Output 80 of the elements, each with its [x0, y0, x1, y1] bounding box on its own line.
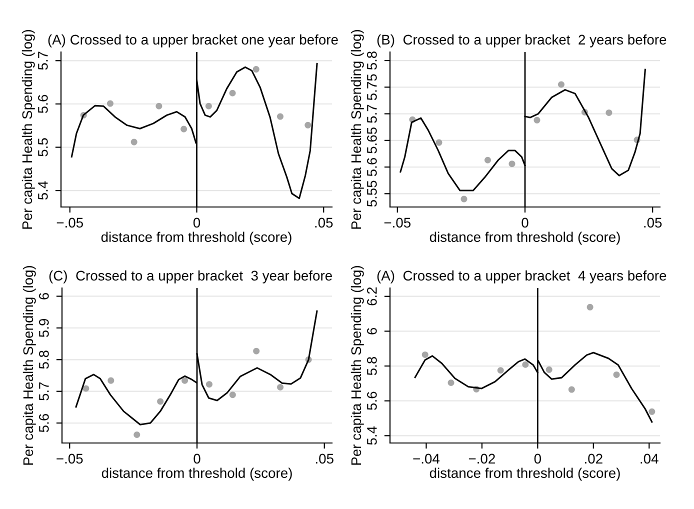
x-tick-label: 0 [534, 454, 541, 464]
chart-title: (A) Crossed to a upper bracket 4 years before [377, 270, 666, 284]
point [252, 66, 260, 73]
x-tick-label: −.05 [384, 218, 411, 228]
point [436, 139, 442, 146]
y-tick-label: 6.2 [367, 287, 377, 306]
point [648, 408, 656, 415]
x-tick-label: 0 [194, 454, 200, 464]
point [448, 379, 454, 386]
point [613, 371, 620, 378]
x-tick-label: −.05 [56, 218, 84, 228]
point [422, 351, 428, 358]
point [304, 122, 312, 128]
y-tick-label: 5.5 [38, 138, 48, 156]
x-axis-title: distance from threshold (score) [101, 232, 292, 245]
x-tick-label: .04 [640, 454, 658, 464]
y-tick-label: 5.8 [39, 350, 49, 369]
y-tick-label: 5.7 [39, 382, 49, 400]
y-tick-label: 5.8 [367, 51, 377, 70]
point [205, 102, 212, 110]
point [546, 366, 552, 373]
point [157, 398, 164, 405]
y-tick-label: 5.9 [39, 318, 49, 338]
x-tick-label: 0 [193, 218, 200, 228]
point [558, 81, 564, 88]
point [134, 432, 140, 438]
x-tick-label: .05 [315, 218, 333, 228]
y-tick-label: 5.75 [367, 74, 377, 100]
x-tick-label: .02 [585, 454, 602, 464]
point [130, 138, 138, 146]
x-axis-title: distance from threshold (score) [430, 468, 620, 481]
point [508, 160, 516, 168]
point [568, 386, 575, 393]
point [253, 348, 260, 354]
x-tick-label: .05 [316, 454, 334, 464]
x-tick-label: .05 [644, 218, 662, 228]
y-tick-label: 5.6 [39, 414, 49, 432]
y-tick-label: 5.65 [367, 127, 377, 154]
point [586, 304, 594, 310]
chart-title: (A) Crossed to a upper bracket one year before [48, 34, 338, 48]
x-tick-label: −.04 [413, 454, 440, 464]
point [276, 113, 284, 120]
x-axis-title: distance from threshold (score) [430, 232, 620, 245]
x-tick-label: −.05 [56, 454, 83, 464]
point [497, 367, 504, 374]
y-axis-title: Per capita Health Spending (log) [22, 266, 36, 465]
x-tick-label: −.02 [468, 454, 495, 464]
point [484, 156, 491, 164]
y-axis-title: Per capita Health Spending (log) [350, 266, 364, 465]
x-axis-title: distance from threshold (score) [102, 468, 292, 481]
y-axis-title: Per capita Health Spending (log) [350, 30, 364, 229]
point [206, 381, 212, 388]
point [229, 90, 236, 96]
point [534, 116, 540, 124]
y-tick-label: 5.6 [367, 392, 377, 410]
point [460, 196, 468, 202]
point [606, 109, 612, 116]
y-tick-label: 5.6 [38, 94, 48, 114]
point [277, 384, 284, 390]
y-tick-label: 5.4 [367, 426, 377, 445]
chart-title: (B) Crossed to a upper bracket 2 years before [377, 34, 666, 48]
y-tick-label: 5.7 [367, 104, 377, 123]
y-tick-label: 5.55 [367, 180, 377, 207]
y-tick-label: 5.6 [367, 158, 377, 176]
y-tick-label: 5.7 [38, 52, 48, 70]
y-axis-title: Per capita Health Spending (log) [22, 30, 35, 229]
chart-title: (C) Crossed to a upper bracket 3 year before [49, 270, 332, 284]
point [182, 377, 188, 384]
y-tick-label: 5.8 [367, 356, 377, 376]
point [108, 377, 114, 384]
point [82, 385, 90, 392]
y-tick-label: 6 [367, 328, 377, 334]
point [180, 126, 188, 132]
point [106, 100, 114, 107]
y-tick-label: 5.4 [38, 181, 48, 200]
point [229, 392, 236, 398]
point [156, 102, 162, 110]
point [522, 361, 529, 368]
y-tick-label: 6 [39, 292, 49, 300]
x-tick-label: 0 [522, 218, 528, 228]
